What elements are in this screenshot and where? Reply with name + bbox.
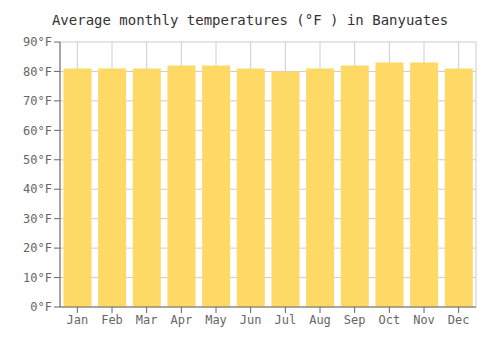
svg-text:60°F: 60°F [23, 124, 52, 138]
svg-text:10°F: 10°F [23, 271, 52, 285]
svg-text:20°F: 20°F [23, 241, 52, 255]
svg-text:Dec: Dec [448, 313, 470, 327]
svg-text:70°F: 70°F [23, 94, 52, 108]
svg-text:40°F: 40°F [23, 182, 52, 196]
svg-text:Jul: Jul [274, 313, 296, 327]
svg-text:Feb: Feb [101, 313, 123, 327]
html-text:Average monthly temperatures (: Average monthly temperatures (°F ) in Ba… [51, 12, 449, 28]
svg-text:May: May [205, 313, 227, 327]
svg-text:Jan: Jan [66, 313, 88, 327]
svg-text:0°F: 0°F [30, 300, 52, 314]
svg-text:80°F: 80°F [23, 65, 52, 79]
svg-text:Mar: Mar [136, 313, 158, 327]
svg-text:Nov: Nov [413, 313, 435, 327]
svg-text:50°F: 50°F [23, 153, 52, 167]
svg-text:Jun: Jun [240, 313, 262, 327]
svg-text:Oct: Oct [378, 313, 400, 327]
svg-text:90°F: 90°F [23, 35, 52, 49]
svg-text:30°F: 30°F [23, 212, 52, 226]
svg-text:Aug: Aug [309, 313, 331, 327]
svg-text:Apr: Apr [170, 313, 192, 327]
svg-text:Sep: Sep [344, 313, 366, 327]
